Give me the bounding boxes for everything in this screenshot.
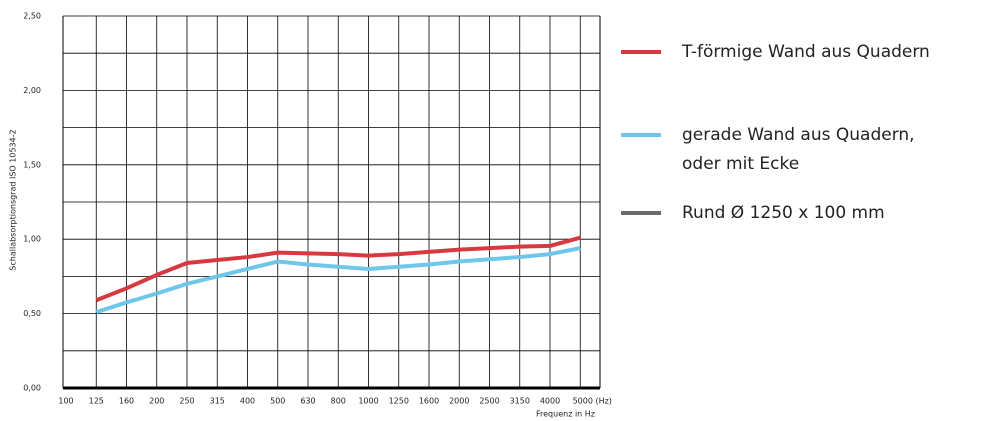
- x-axis-title: Frequenz in Hz: [536, 410, 595, 419]
- x-tick-label: 1000: [358, 397, 378, 406]
- x-tick-label: 100: [58, 397, 73, 406]
- x-tick-label: 1250: [389, 397, 409, 406]
- x-tick-label: 250: [179, 397, 194, 406]
- series-line: [95, 235, 581, 303]
- legend-label: gerade Wand aus Quadern, oder mit Ecke: [682, 125, 915, 174]
- series-line: [95, 246, 581, 315]
- x-tick-label: 3150: [510, 397, 530, 406]
- y-tick-label: 0,50: [23, 309, 41, 318]
- y-tick-label: 1,50: [23, 160, 41, 169]
- x-tick-label: 200: [149, 397, 164, 406]
- y-axis-title: Schallabsorptionsgrad ISO 10534-2: [9, 129, 18, 270]
- y-tick-label: 2,00: [23, 86, 41, 95]
- y-tick-label: 1,00: [23, 235, 41, 244]
- x-tick-label: 800: [331, 397, 346, 406]
- legend-label: T-förmige Wand aus Quadern: [681, 42, 930, 62]
- x-tick-label: 4000: [540, 397, 560, 406]
- x-tick-label: 2500: [479, 397, 499, 406]
- x-tick-label: 2000: [449, 397, 469, 406]
- x-tick-label: 5000 (Hz): [573, 397, 612, 406]
- x-tick-label: 125: [89, 397, 104, 406]
- legend-label: Rund Ø 1250 x 100 mm: [682, 203, 885, 223]
- x-tick-label: 160: [119, 397, 134, 406]
- x-tick-label: 315: [210, 397, 225, 406]
- x-tick-label: 500: [270, 397, 285, 406]
- y-tick-label: 0,00: [23, 384, 41, 393]
- y-tick-label: 2,50: [23, 12, 41, 21]
- x-tick-label: 1600: [419, 397, 439, 406]
- x-tick-label: 400: [240, 397, 255, 406]
- x-tick-label: 630: [300, 397, 315, 406]
